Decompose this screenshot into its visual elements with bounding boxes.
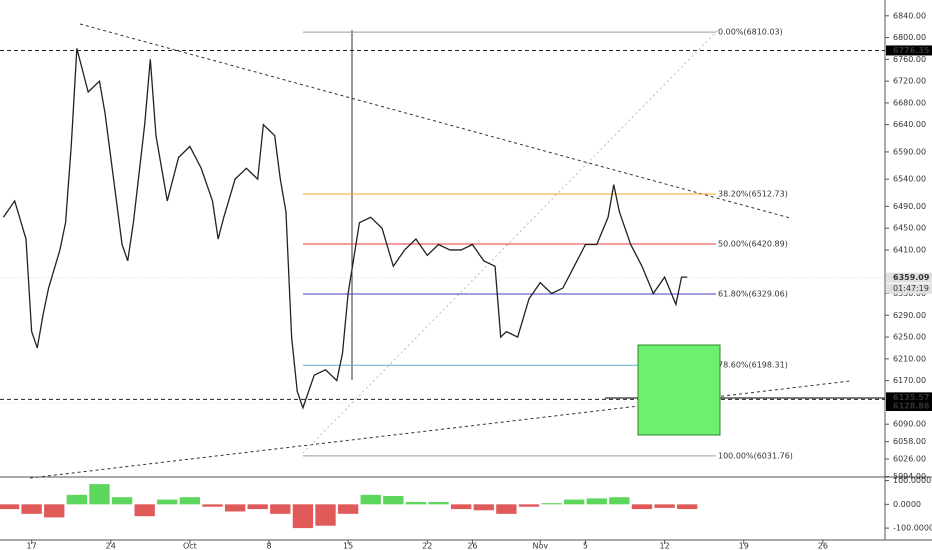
osc-bar xyxy=(383,496,404,505)
y-tick-label: 6058.00 xyxy=(893,437,926,446)
price-label-box xyxy=(886,401,932,412)
x-tick-label: Oct xyxy=(183,542,197,550)
price-label: 6128.88 xyxy=(893,402,930,411)
y-tick-label: 6490.00 xyxy=(893,202,926,211)
osc-bar xyxy=(631,504,653,510)
osc-bar xyxy=(541,503,562,505)
y-tick-label: 6090.00 xyxy=(893,420,926,429)
y-tick-label: 6540.00 xyxy=(893,175,926,184)
y-tick-label: 6760.00 xyxy=(893,55,926,64)
trend-line xyxy=(79,23,791,219)
x-tick-label: 24 xyxy=(106,542,116,550)
osc-bar xyxy=(134,504,155,517)
price-label: 6359.09 xyxy=(893,273,930,282)
fib-label: 38.20%(6512.73) xyxy=(718,189,788,198)
osc-bar xyxy=(0,504,20,510)
x-tick-label: 17 xyxy=(27,542,37,550)
osc-bar xyxy=(224,504,246,512)
x-tick-label: 5 xyxy=(583,542,588,550)
x-tick-label: 26 xyxy=(818,542,828,550)
osc-bar xyxy=(360,494,381,505)
osc-bar xyxy=(315,504,336,526)
osc-bar xyxy=(247,504,268,510)
y-tick-label: 6590.00 xyxy=(893,147,926,156)
x-tick-label: 19 xyxy=(739,542,749,550)
osc-bar xyxy=(496,504,517,514)
countdown-box xyxy=(886,283,932,294)
osc-tick-label: -100.0000 xyxy=(893,524,932,533)
y-tick-label: 6210.00 xyxy=(893,354,926,363)
fib-label: 0.00%(6810.03) xyxy=(718,28,783,37)
x-tick-label: 15 xyxy=(343,542,353,550)
osc-tick-label: 0.0000 xyxy=(893,500,921,509)
price-label-box xyxy=(886,45,932,56)
osc-bar xyxy=(405,501,427,505)
y-tick-label: 6410.00 xyxy=(893,245,926,254)
y-tick-label: 6800.00 xyxy=(893,33,926,42)
price-label: 6135.57 xyxy=(893,393,929,402)
osc-bar xyxy=(292,504,314,529)
y-tick-label: 6720.00 xyxy=(893,77,926,86)
target-zone xyxy=(637,344,721,436)
y-tick-label: 6170.00 xyxy=(893,376,926,385)
osc-bar xyxy=(337,504,359,514)
price-line xyxy=(2,48,688,410)
osc-bar xyxy=(473,504,494,511)
x-tick-label: 22 xyxy=(422,542,432,550)
x-tick-label: 26 xyxy=(467,542,477,550)
osc-bar xyxy=(270,504,291,514)
osc-bar xyxy=(179,497,201,505)
x-tick-label: Nov xyxy=(532,542,548,550)
y-tick-label: 6250.00 xyxy=(893,333,926,342)
y-tick-label: 6026.00 xyxy=(893,455,926,464)
countdown: 01:47:19 xyxy=(893,284,929,293)
osc-bar xyxy=(609,497,630,505)
osc-bar xyxy=(654,504,675,508)
y-tick-label: 6290.00 xyxy=(893,311,926,320)
price-label: 6776.35 xyxy=(893,46,930,55)
x-tick-label: 8 xyxy=(266,542,271,550)
fib-label: 78.60%(6198.31) xyxy=(718,361,788,370)
osc-bar xyxy=(111,497,133,505)
plot: 6840.00 6800.00 6760.00 6720.00 6680.00 6640.… xyxy=(0,11,932,550)
osc-tick-label: 100.0000 xyxy=(893,476,931,485)
y-tick-label: 5994.00 xyxy=(893,472,926,481)
y-tick-label: 6640.00 xyxy=(893,120,926,129)
y-tick-label: 6840.00 xyxy=(893,11,926,20)
fib-label: 100.00%(6031.76) xyxy=(718,451,793,460)
osc-bar xyxy=(564,499,585,505)
fib-label: 61.80%(6329.06) xyxy=(718,290,788,299)
y-tick-label: 6450.00 xyxy=(893,224,926,233)
osc-bar xyxy=(428,501,449,505)
price-label-box xyxy=(886,392,932,403)
osc-bar xyxy=(677,504,698,510)
x-tick-label: 12 xyxy=(660,542,670,550)
osc-bar xyxy=(66,494,88,505)
osc-bar xyxy=(89,484,110,505)
osc-bar xyxy=(21,504,42,514)
osc-bar xyxy=(157,499,178,505)
osc-bar xyxy=(586,498,607,505)
y-tick-label: 6680.00 xyxy=(893,98,926,107)
osc-bar xyxy=(202,504,223,507)
fib-label: 50.00%(6420.89) xyxy=(718,240,788,249)
osc-bar xyxy=(44,504,65,518)
osc-bar xyxy=(450,504,472,510)
osc-bar xyxy=(518,504,540,507)
fib-trend xyxy=(302,29,719,454)
price-label-box xyxy=(886,272,932,283)
